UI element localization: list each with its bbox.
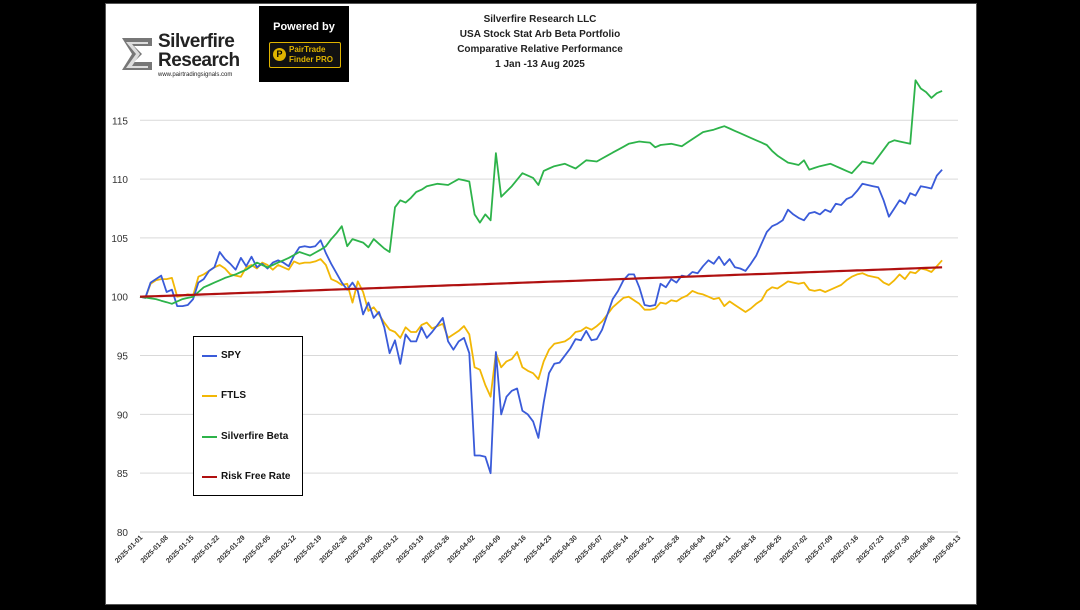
y-tick-label: 85 [117,469,129,480]
legend-swatch-spy [202,355,217,357]
logo-line2: Research [158,50,240,71]
pairtrade-p-icon: P [273,48,286,61]
series-line-risk-free-rate [139,266,943,298]
powered-by-text: Powered by [273,21,335,33]
powered-by-badge: Powered by P PairTrade Finder PRO [259,6,349,82]
legend-label-ftls: FTLS [221,390,246,401]
chart-frame [105,3,977,605]
title-line1: Silverfire Research LLC [483,14,597,25]
series-line-ftls [139,258,943,398]
legend-label-spy: SPY [221,350,242,361]
series-line-silverfire-beta [139,79,943,305]
chart-legend: SPY FTLS Silverfire Beta Risk Free Rate [193,336,303,496]
y-tick-label: 115 [112,116,128,127]
legend-label-silverfire-beta: Silverfire Beta [221,431,289,442]
title-line2: USA Stock Stat Arb Beta Portfolio [459,29,621,40]
legend-swatch-silverfire-beta [202,436,217,438]
silverfire-sigma-icon [122,38,152,70]
legend-swatch-ftls [202,395,217,397]
series-line-spy [139,169,943,475]
x-tick-label: 2025-08-13 [932,534,962,564]
y-tick-label: 80 [117,528,129,539]
y-tick-label: 110 [112,175,128,186]
legend-item-ftls: FTLS [202,389,302,403]
partner-line1: PairTrade [289,45,326,54]
y-tick-label: 95 [117,352,129,363]
y-tick-label: 90 [117,410,129,421]
legend-swatch-risk-free-rate [202,476,217,478]
legend-label-risk-free-rate: Risk Free Rate [221,471,291,482]
title-line3: Comparative Relative Performance [457,44,623,55]
partner-line2: Finder PRO [289,55,334,64]
legend-item-spy: SPY [202,349,302,363]
legend-item-silverfire-beta: Silverfire Beta [202,430,302,444]
legend-item-risk-free-rate: Risk Free Rate [202,470,302,484]
y-tick-label: 105 [111,234,128,245]
title-line4: 1 Jan -13 Aug 2025 [495,59,585,70]
chart-titles: Silverfire Research LLC USA Stock Stat A… [420,12,660,72]
pairtrade-finder-logo: P PairTrade Finder PRO [269,42,341,68]
logo-website: www.pairtradingsignals.com [158,72,233,78]
logo-line1: Silverfire [158,31,235,52]
y-tick-label: 100 [111,293,128,304]
silverfire-logo: Silverfire Research www.pairtradingsigna… [120,30,255,102]
